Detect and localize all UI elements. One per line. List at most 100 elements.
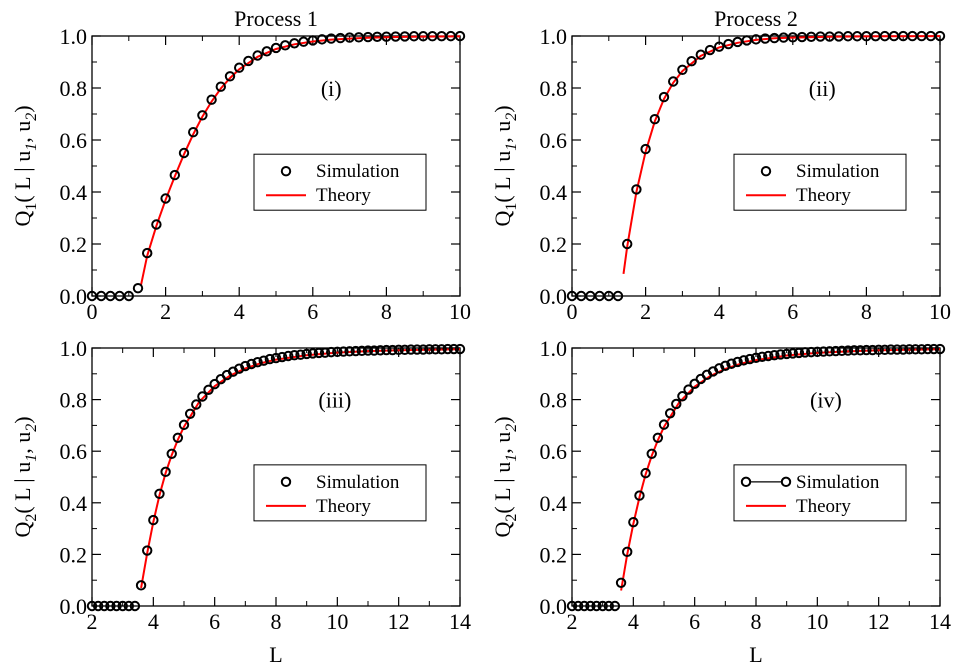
y-tick-label: 0.8 bbox=[540, 388, 568, 413]
legend-theory-label: Theory bbox=[316, 496, 371, 517]
y-axis-label-part: 1 bbox=[503, 454, 520, 462]
simulation-point bbox=[683, 384, 694, 395]
y-axis-label-part: ( L | u bbox=[490, 462, 515, 514]
simulation-point bbox=[891, 344, 903, 355]
simulation-point bbox=[224, 71, 236, 82]
simulation-point bbox=[775, 349, 786, 360]
simulation-point bbox=[612, 290, 624, 302]
simulation-point bbox=[362, 345, 374, 356]
panel-tag: (iv) bbox=[810, 387, 842, 412]
simulation-point bbox=[649, 114, 660, 125]
y-axis-label-part: , u bbox=[10, 432, 35, 454]
y-axis-label: Q2( L | u1, u2) bbox=[490, 416, 520, 537]
simulation-point bbox=[92, 600, 104, 612]
simulation-point bbox=[566, 600, 578, 612]
simulation-point bbox=[270, 42, 282, 54]
simulation-point bbox=[634, 490, 645, 501]
x-tick-label: 10 bbox=[929, 299, 951, 324]
simulation-point bbox=[591, 600, 602, 612]
simulation-point bbox=[448, 343, 460, 355]
simulation-point bbox=[689, 378, 700, 390]
y-tick-label: 0.4 bbox=[540, 491, 568, 516]
y-axis-label-part: 1 bbox=[23, 203, 40, 211]
simulation-point bbox=[738, 355, 749, 366]
simulation-point bbox=[160, 466, 171, 478]
simulation-point bbox=[148, 514, 159, 526]
y-axis-label-part: 1 bbox=[503, 143, 520, 151]
y-tick-label: 0.2 bbox=[540, 542, 568, 567]
simulation-point bbox=[270, 352, 282, 364]
simulation-point bbox=[677, 391, 688, 402]
y-tick-label: 0.6 bbox=[540, 439, 568, 464]
legend-box bbox=[253, 153, 427, 211]
simulation-point bbox=[818, 346, 829, 357]
x-tick-label: 14 bbox=[929, 609, 951, 634]
simulation-point bbox=[338, 346, 349, 357]
simulation-point bbox=[806, 346, 817, 358]
simulation-point bbox=[916, 344, 927, 355]
legend-box bbox=[733, 153, 907, 211]
simulation-point bbox=[258, 355, 269, 366]
x-tick-label: 10 bbox=[449, 299, 471, 324]
simulation-point bbox=[658, 91, 670, 103]
simulation-point bbox=[276, 351, 288, 363]
simulation-point bbox=[203, 384, 214, 395]
simulation-point bbox=[664, 408, 676, 419]
x-axis-label: L bbox=[269, 642, 282, 667]
simulation-point bbox=[622, 546, 633, 558]
legend: Simulation Theory bbox=[253, 464, 427, 522]
simulation-point bbox=[368, 345, 380, 356]
y-axis-label-part: ) bbox=[10, 416, 35, 423]
simulation-point bbox=[418, 344, 429, 355]
legend-theory-label: Theory bbox=[316, 185, 371, 206]
simulation-point bbox=[280, 40, 291, 51]
x-tick-label: 6 bbox=[209, 609, 220, 634]
x-tick-label: 4 bbox=[148, 609, 159, 634]
legend-theory-label: Theory bbox=[796, 185, 851, 206]
simulation-point bbox=[350, 345, 361, 357]
simulation-point bbox=[631, 184, 642, 195]
simulation-point bbox=[191, 399, 202, 410]
simulation-point bbox=[671, 398, 682, 410]
simulation-point bbox=[307, 348, 318, 359]
simulation-point bbox=[842, 345, 854, 356]
simulation-point bbox=[812, 346, 823, 358]
x-tick-label: 2 bbox=[160, 299, 171, 324]
simulation-point bbox=[615, 577, 627, 588]
y-axis-label-part: 2 bbox=[503, 424, 520, 432]
x-tick-label: 4 bbox=[628, 609, 639, 634]
x-axis-label: L bbox=[749, 642, 762, 667]
y-tick-label: 0.0 bbox=[540, 284, 568, 309]
y-axis-label-part: Q bbox=[10, 211, 35, 227]
y-tick-label: 1.0 bbox=[540, 24, 568, 49]
simulation-point bbox=[873, 344, 884, 356]
simulation-point bbox=[399, 344, 410, 356]
simulation-point bbox=[677, 64, 688, 76]
y-tick-label: 0.6 bbox=[60, 128, 88, 153]
simulation-point bbox=[726, 358, 737, 369]
simulation-point bbox=[732, 356, 743, 368]
x-tick-label: 6 bbox=[787, 299, 798, 324]
x-tick-label: 6 bbox=[307, 299, 318, 324]
simulation-point bbox=[105, 600, 116, 612]
simulation-point bbox=[934, 30, 946, 42]
simulation-point bbox=[579, 600, 590, 612]
simulation-point bbox=[704, 44, 716, 56]
panel-4: 2 4 6 8 10 12 140.00.20.40.60.81.0(iv)Q2( L | … bbox=[490, 336, 951, 667]
x-tick-label: 8 bbox=[271, 609, 282, 634]
legend-sim-marker bbox=[780, 476, 792, 488]
simulation-point bbox=[744, 353, 756, 365]
simulation-point bbox=[855, 345, 866, 356]
x-tick-label: 8 bbox=[751, 609, 762, 634]
simulation-point bbox=[252, 356, 263, 368]
simulation-point bbox=[424, 344, 435, 355]
simulation-point bbox=[922, 343, 933, 355]
y-tick-label: 0.4 bbox=[60, 491, 88, 516]
simulation-point bbox=[154, 488, 165, 499]
y-tick-label: 0.6 bbox=[60, 439, 88, 464]
y-axis-label-part: Q bbox=[490, 522, 515, 538]
x-tick-label: 10 bbox=[326, 609, 348, 634]
panel-tag: (ii) bbox=[809, 76, 836, 101]
simulation-point bbox=[454, 343, 466, 355]
y-axis-label-part: 2 bbox=[503, 514, 520, 522]
